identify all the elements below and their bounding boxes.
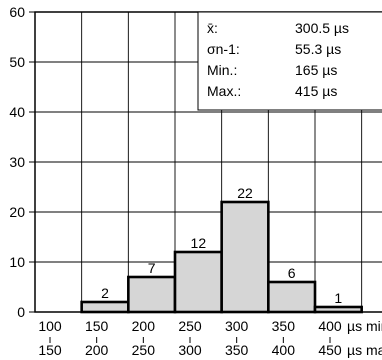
stat-value: 55.3 µs bbox=[295, 41, 341, 57]
y-tick-label: 30 bbox=[9, 154, 25, 170]
stat-label: Max.: bbox=[207, 83, 241, 99]
bar-count-label: 2 bbox=[101, 285, 109, 301]
stat-label: σn-1: bbox=[207, 41, 240, 57]
statistics-box-background bbox=[197, 11, 382, 111]
x-tick-label-max: 200 bbox=[85, 342, 109, 358]
x-tick-label-max: 350 bbox=[225, 342, 249, 358]
histogram-bar bbox=[267, 280, 317, 314]
histogram-bar bbox=[127, 275, 177, 314]
y-tick-label: 40 bbox=[9, 104, 25, 120]
y-axis-ticks: 0 10 20 30 40 50 60 bbox=[9, 4, 35, 320]
histogram-bar bbox=[220, 200, 270, 314]
x-tick-label-max: 150 bbox=[38, 342, 62, 358]
x-unit-max-label: µs max. bbox=[347, 342, 382, 358]
stat-label: x̄: bbox=[207, 20, 218, 36]
x-tick-label-min: 150 bbox=[85, 318, 109, 334]
y-tick-label: 50 bbox=[9, 54, 25, 70]
x-tick-label-max: 300 bbox=[178, 342, 202, 358]
histogram-bar bbox=[173, 250, 223, 314]
statistics-box: x̄: 300.5 µs σn-1: 55.3 µs Min.: 165 µs Max.: 4… bbox=[197, 11, 382, 111]
x-tick-label-min: 400 bbox=[318, 318, 342, 334]
bar-count-label: 1 bbox=[334, 290, 342, 306]
x-tick-label-min: 300 bbox=[225, 318, 249, 334]
bar-count-labels: 2 7 12 22 6 1 bbox=[101, 185, 342, 306]
y-tick-label: 0 bbox=[17, 304, 25, 320]
x-tick-label-min: 350 bbox=[272, 318, 296, 334]
y-tick-label: 20 bbox=[9, 204, 25, 220]
histogram-bars bbox=[80, 200, 363, 314]
x-tick-label-min: 200 bbox=[132, 318, 156, 334]
stat-value: 300.5 µs bbox=[295, 20, 349, 36]
x-axis-ticks: 100 150 150 200 200 250 250 300 300 350 350 400 400 4… bbox=[38, 318, 382, 358]
x-tick-label-min: 100 bbox=[38, 318, 62, 334]
y-tick-label: 10 bbox=[9, 254, 25, 270]
x-tick-label-min: 250 bbox=[178, 318, 202, 334]
x-tick-label-max: 400 bbox=[272, 342, 296, 358]
stat-value: 415 µs bbox=[295, 83, 337, 99]
y-tick-label: 60 bbox=[9, 4, 25, 20]
bar-count-label: 22 bbox=[237, 185, 253, 201]
x-unit-min-label: µs min. bbox=[347, 318, 382, 334]
histogram-bar bbox=[80, 300, 130, 314]
bar-count-label: 12 bbox=[191, 235, 207, 251]
stat-label: Min.: bbox=[207, 62, 237, 78]
bar-count-label: 7 bbox=[148, 260, 156, 276]
x-tick-label-max: 450 bbox=[318, 342, 342, 358]
stat-value: 165 µs bbox=[295, 62, 337, 78]
bar-count-label: 6 bbox=[288, 265, 296, 281]
x-tick-label-max: 250 bbox=[132, 342, 156, 358]
